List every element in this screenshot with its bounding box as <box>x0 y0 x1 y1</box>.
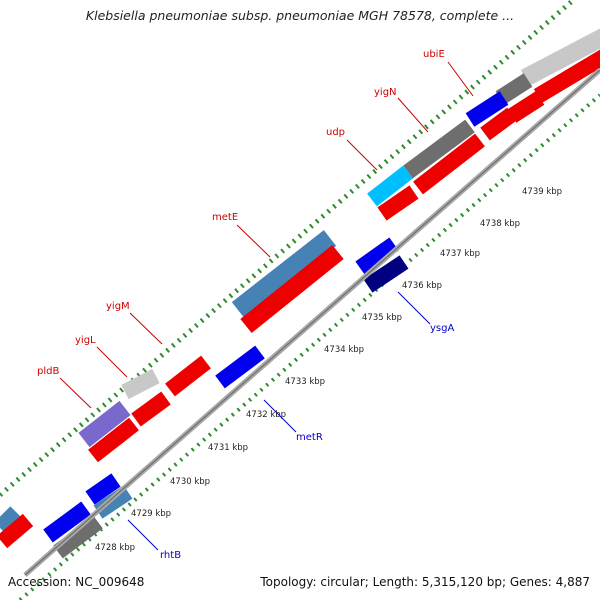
feature-block <box>121 368 160 400</box>
leader-line <box>346 139 378 171</box>
feature-tracks <box>0 28 600 559</box>
gene-label-yigL: yigL <box>75 335 96 346</box>
feature-block <box>355 237 399 275</box>
feature-block <box>413 133 485 195</box>
feature-block <box>231 230 337 318</box>
feature-block <box>88 417 139 463</box>
leader-line <box>397 97 429 133</box>
gene-label-udp: udp <box>326 127 345 138</box>
feature-block <box>85 473 121 505</box>
backbone-shadow <box>24 69 600 576</box>
feature-block <box>78 400 131 448</box>
leader-line <box>59 377 92 409</box>
inner-tick-row <box>18 93 600 600</box>
tick-labels: 4728 kbp 4729 kbp 4730 kbp 4731 kbp 4732 kbp… <box>95 187 562 553</box>
feature-block <box>363 255 409 293</box>
tick-label: 4736 kbp <box>402 281 442 291</box>
leader-line <box>129 312 163 345</box>
feature-block <box>215 345 265 389</box>
tick-label: 4734 kbp <box>324 345 364 355</box>
gene-label-yigM: yigM <box>106 301 130 312</box>
feature-block <box>0 506 22 534</box>
tick-label: 4737 kbp <box>440 249 480 259</box>
leader-line <box>96 346 128 378</box>
accession-text: Accession: NC_009648 <box>8 575 145 589</box>
tick-label: 4731 kbp <box>208 443 248 453</box>
gene-label-ysgA: ysgA <box>430 323 454 334</box>
feature-block <box>520 28 600 86</box>
feature-block <box>403 119 475 179</box>
feature-block <box>533 49 600 103</box>
tick-label: 4738 kbp <box>480 219 520 229</box>
feature-block <box>367 165 413 207</box>
tick-label: 4733 kbp <box>285 377 325 387</box>
feature-block <box>480 107 517 141</box>
feature-block <box>507 91 545 123</box>
map-title: Klebsiella pneumoniae subsp. pneumoniae … <box>85 8 515 23</box>
gene-label-metE: metE <box>212 212 238 223</box>
feature-block <box>240 244 344 334</box>
feature-block <box>495 73 533 105</box>
gene-label-ubiE: ubiE <box>423 49 445 60</box>
tick-label: 4732 kbp <box>246 410 286 420</box>
tick-label: 4739 kbp <box>522 187 562 197</box>
tick-label: 4728 kbp <box>95 543 135 553</box>
tick-label: 4735 kbp <box>362 313 402 323</box>
outer-tick-row <box>0 0 578 497</box>
feature-block <box>53 515 103 559</box>
feature-block <box>131 391 171 427</box>
feature-block <box>377 185 419 221</box>
leader-line <box>127 519 159 551</box>
genome-info-text: Topology: circular; Length: 5,315,120 bp… <box>260 575 590 589</box>
gene-label-metR: metR <box>296 432 323 443</box>
leader-line <box>236 224 271 258</box>
gene-labels: ubiE yigN udp metE yigM yigL pldB ysgA metR rhtB <box>37 49 474 561</box>
tick-label: 4730 kbp <box>170 477 210 487</box>
feature-block <box>165 355 211 397</box>
feature-block <box>465 91 509 127</box>
feature-block <box>43 501 91 543</box>
gene-label-yigN: yigN <box>374 87 397 98</box>
leader-line <box>263 399 297 433</box>
tick-label: 4729 kbp <box>131 509 171 519</box>
gene-label-pldB: pldB <box>37 366 59 377</box>
leader-line <box>447 61 474 97</box>
feature-block <box>0 513 34 549</box>
gene-label-rhtB: rhtB <box>160 550 181 561</box>
leader-line <box>397 291 431 325</box>
